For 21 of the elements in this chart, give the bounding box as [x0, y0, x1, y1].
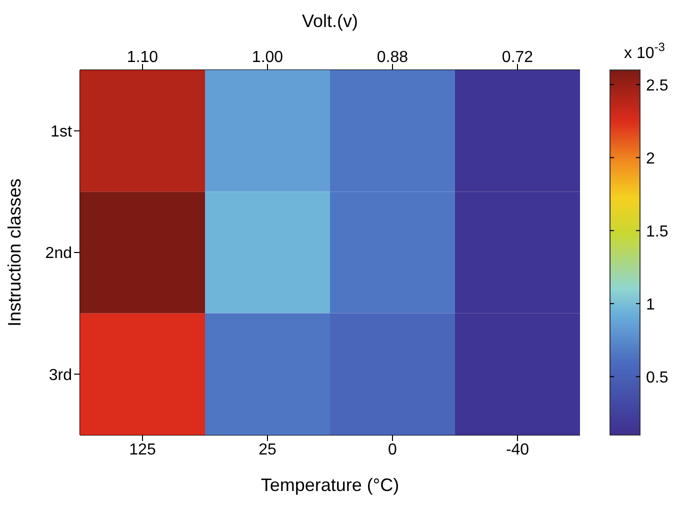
color-bar-label: 2.5 [646, 78, 668, 95]
color-bar-label: 0.5 [646, 370, 668, 387]
color-bar-title: x 10$^{-3}$ [624, 40, 666, 62]
x-tick-label: -40 [506, 441, 530, 458]
y-tick-label: 1st [50, 124, 73, 141]
x-axis-title: Temperature (°C) [260, 475, 400, 495]
text: 1.00 [252, 49, 284, 66]
text: 0.72 [502, 49, 534, 66]
y-tick-label: 3rd [48, 366, 72, 384]
y-tick-label: 2nd [45, 245, 72, 262]
x-tick-label: 125 [129, 441, 156, 458]
color-bar-label: 1.5 [646, 224, 668, 241]
color-bar-label: 1 [646, 296, 655, 314]
x-tick-label: 25 [258, 441, 276, 458]
text: 1.10 [126, 49, 158, 66]
x-tick-label: 0 [388, 441, 398, 458]
y-axis-title: Instruction classes [4, 178, 24, 327]
x2-axis-title: Volt.(v) [302, 10, 358, 31]
text: 0.88 [376, 49, 408, 66]
color-bar-label: 2 [646, 150, 655, 168]
colorbar: 0.5 1 1.5 2 2.5 x 10$^{-3}$ [590, 0, 684, 505]
